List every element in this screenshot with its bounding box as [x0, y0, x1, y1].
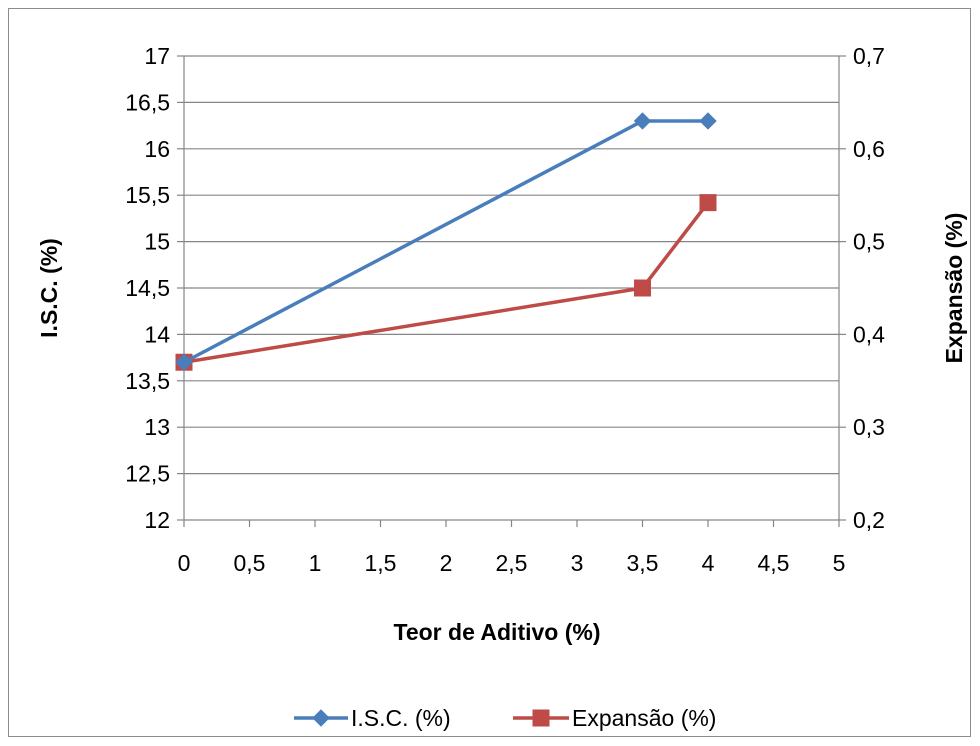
y2-tick-label: 0,4 [853, 321, 885, 347]
y2-tick-label: 0,2 [853, 507, 885, 533]
y-tick-label: 12 [144, 507, 170, 533]
x-axis-title: Teor de Aditivo (%) [394, 619, 601, 645]
axes: 1212,51313,51414,51515,51616,5170,20,30,… [125, 43, 885, 576]
chart-frame [8, 8, 971, 737]
x-tick-label: 2 [440, 550, 453, 576]
y-tick-label: 14,5 [125, 275, 170, 301]
legend-marker-expansao [532, 709, 550, 727]
y2-axis-title: Expansão (%) [941, 213, 967, 364]
y-tick-label: 13,5 [125, 368, 170, 394]
y2-tick-label: 0,3 [853, 414, 885, 440]
x-tick-label: 0,5 [234, 550, 266, 576]
x-tick-label: 1 [309, 550, 322, 576]
x-tick-label: 0 [178, 550, 191, 576]
y-tick-label: 17 [144, 43, 170, 69]
y-tick-label: 13 [144, 414, 170, 440]
legend-label-isc: I.S.C. (%) [351, 705, 451, 731]
x-tick-label: 5 [833, 550, 846, 576]
data-point-isc [699, 112, 717, 130]
y-tick-label: 14 [144, 321, 170, 347]
series-line-expansao [183, 201, 710, 364]
y-tick-label: 15 [144, 229, 170, 255]
y2-tick-label: 0,7 [853, 43, 885, 69]
series-lines [175, 112, 717, 371]
y-tick-label: 16 [144, 136, 170, 162]
y-tick-label: 15,5 [125, 182, 170, 208]
legend: I.S.C. (%) Expansão (%) [294, 705, 716, 731]
y-axis-title: I.S.C. (%) [36, 238, 62, 338]
y-tick-label: 12,5 [125, 461, 170, 487]
x-tick-label: 4 [702, 550, 715, 576]
y2-tick-label: 0,6 [853, 136, 885, 162]
legend-label-expansao: Expansão (%) [572, 705, 716, 731]
data-point-expansao [634, 279, 651, 297]
x-tick-label: 2,5 [496, 550, 528, 576]
x-tick-label: 4,5 [758, 550, 790, 576]
legend-marker-isc [312, 709, 330, 727]
y-tick-label: 16,5 [125, 89, 170, 115]
data-point-isc [633, 112, 652, 130]
gridlines [184, 55, 839, 475]
data-point-expansao [699, 194, 717, 212]
y2-tick-label: 0,5 [853, 229, 885, 255]
x-tick-label: 1,5 [365, 550, 397, 576]
data-point-isc [175, 353, 193, 371]
x-tick-label: 3,5 [627, 550, 659, 576]
x-tick-label: 3 [571, 550, 584, 576]
